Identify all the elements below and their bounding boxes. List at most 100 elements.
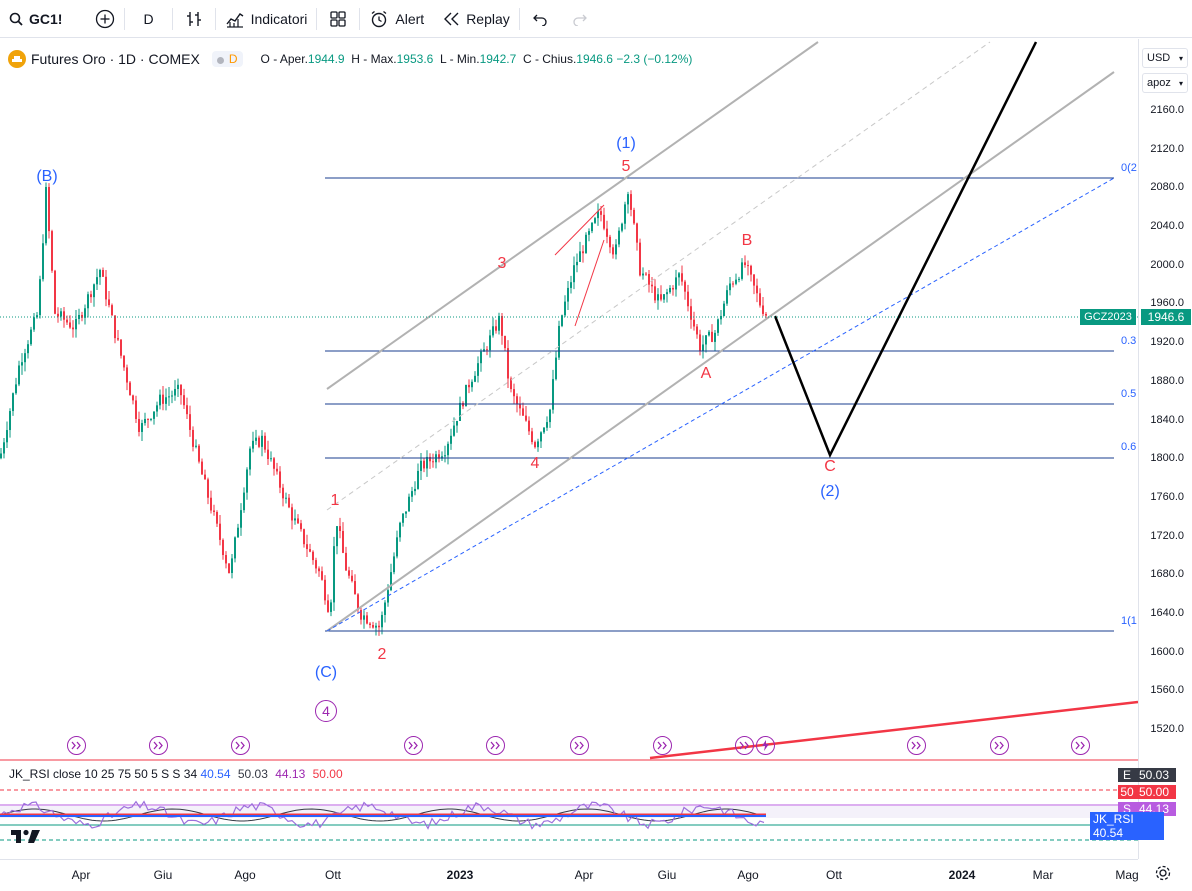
candle-body <box>702 344 704 352</box>
event-marker-icon[interactable] <box>570 736 589 755</box>
wave-label-B-cap: (B) <box>36 168 58 185</box>
rsi-signal-value: 44.13 <box>275 767 306 781</box>
candle-body <box>303 529 305 545</box>
candle-body <box>738 278 740 280</box>
redo-button[interactable] <box>560 0 600 38</box>
wave-label-2: 2 <box>377 646 387 663</box>
event-marker-icon[interactable] <box>907 736 926 755</box>
unit-selector[interactable]: apoz ▾ <box>1142 73 1188 93</box>
event-marker-icon[interactable] <box>231 736 250 755</box>
candle-body <box>48 187 50 232</box>
rewind-icon <box>442 11 460 27</box>
layouts-button[interactable] <box>317 0 359 38</box>
undo-button[interactable] <box>520 0 560 38</box>
candle-body <box>567 287 569 302</box>
settings-gear-icon[interactable] <box>1154 864 1174 884</box>
candle-body <box>597 211 599 219</box>
candle-body <box>504 335 506 349</box>
plus-circle-icon <box>95 9 115 29</box>
candle-body <box>519 404 521 409</box>
candle-body <box>396 537 398 557</box>
compare-button[interactable] <box>71 0 124 38</box>
candle-body <box>342 531 344 553</box>
candle-body <box>765 313 767 316</box>
candle-body <box>186 405 188 415</box>
symbol-name: GC1! <box>29 10 63 27</box>
candle-body <box>288 497 290 508</box>
candle-body <box>552 379 554 410</box>
candle-body <box>390 572 392 591</box>
red-trendline <box>649 700 1138 760</box>
candle-body <box>651 284 653 287</box>
alarm-clock-icon <box>369 9 389 29</box>
candle-body <box>66 319 68 323</box>
wave-label-1-paren: (1) <box>616 135 636 152</box>
candle-body <box>105 276 107 300</box>
alert-button[interactable]: Alert <box>360 0 433 38</box>
candle-body <box>696 326 698 335</box>
candle-body <box>285 497 287 499</box>
chart-type-button[interactable] <box>173 0 215 38</box>
low-label: L - Min. <box>440 52 480 66</box>
candle-body <box>669 287 671 293</box>
candle-body <box>624 204 626 224</box>
event-marker-icon[interactable] <box>404 736 423 755</box>
event-marker-icon[interactable] <box>735 736 754 755</box>
candle-body <box>408 496 410 512</box>
candle-body <box>426 456 428 469</box>
rsi-axis-tag: 50 50.00 <box>1118 784 1176 799</box>
candle-body <box>534 442 536 448</box>
candle-body <box>108 299 110 306</box>
time-tick-label: 2024 <box>948 868 976 882</box>
close-value: 1946.6 <box>576 52 613 66</box>
candle-body <box>762 305 764 314</box>
candle-body <box>144 418 146 424</box>
replay-button[interactable]: Replay <box>433 0 519 38</box>
candle-body <box>183 395 185 406</box>
close-label: C - Chius. <box>522 52 577 66</box>
candle-body <box>501 316 503 336</box>
candle-body <box>45 187 47 244</box>
symbol-search[interactable]: GC1! <box>0 0 71 38</box>
indicators-button[interactable]: Indicatori <box>216 0 317 38</box>
low-value: 1942.7 <box>479 52 517 66</box>
currency-selector[interactable]: USD ▾ <box>1142 48 1188 68</box>
event-marker-icon[interactable] <box>990 736 1009 755</box>
price-chart[interactable] <box>0 39 1138 891</box>
chevron-down-icon: ▾ <box>1178 53 1183 63</box>
candle-body <box>114 315 116 339</box>
time-axis[interactable]: Apr Giu Ago Ott 2023 Apr Giu Ago Ott 2024 Mar Mag <box>0 859 1139 891</box>
candle-body <box>51 231 53 271</box>
candle-body <box>90 294 92 298</box>
price-tick-label: 2160.0 <box>1150 104 1184 116</box>
channel-upper <box>326 41 819 390</box>
event-marker-icon[interactable] <box>67 736 86 755</box>
gold-futures-logo-icon <box>8 50 26 68</box>
candle-body <box>231 558 233 573</box>
price-axis[interactable]: USD ▾ apoz ▾ 2160.0 2120.0 2080.0 2040.0 200… <box>1138 39 1192 859</box>
time-tick-label: Ott <box>825 868 843 882</box>
candle-body <box>744 262 746 266</box>
candle-body <box>591 222 593 232</box>
candle-body <box>63 311 65 320</box>
candle-body <box>747 265 749 267</box>
time-tick-label: Apr <box>574 868 594 882</box>
candle-body <box>486 349 488 351</box>
candle-body <box>120 339 122 356</box>
candle-body <box>558 325 560 358</box>
lightning-marker-icon[interactable] <box>756 736 775 755</box>
toolbar-divider <box>124 7 126 30</box>
candle-body <box>678 273 680 278</box>
interval-button[interactable]: D <box>125 0 171 38</box>
event-marker-icon[interactable] <box>653 736 672 755</box>
event-marker-icon[interactable] <box>149 736 168 755</box>
event-marker-icon[interactable] <box>1071 736 1090 755</box>
candle-body <box>258 437 260 447</box>
candle-body <box>594 218 596 223</box>
candle-body <box>9 411 11 431</box>
event-marker-icon[interactable] <box>486 736 505 755</box>
candle-body <box>276 468 278 472</box>
candle-body <box>42 243 44 280</box>
candle-body <box>180 384 182 396</box>
projection-path <box>773 41 1038 459</box>
